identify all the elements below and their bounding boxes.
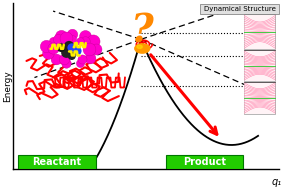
Point: [59, 35, 63, 38]
Circle shape: [137, 45, 142, 48]
Point: [83, 40, 87, 43]
Point: [70, 54, 74, 57]
Point: [93, 48, 98, 51]
Point: [59, 46, 63, 49]
Point: [70, 38, 74, 41]
Point: [75, 50, 79, 53]
Bar: [244, 50, 275, 81]
Point: [87, 48, 91, 51]
Point: [62, 58, 66, 61]
Point: [78, 40, 82, 43]
Y-axis label: Energy: Energy: [3, 70, 12, 102]
Point: [64, 51, 69, 54]
Bar: [244, 82, 275, 114]
Point: [64, 62, 69, 65]
Point: [91, 40, 95, 43]
Point: [70, 33, 74, 36]
Bar: [244, 82, 275, 114]
Point: [46, 51, 50, 54]
Bar: [244, 14, 275, 49]
Text: Product: Product: [183, 157, 226, 167]
Text: q₁: q₁: [272, 177, 282, 187]
Point: [70, 46, 74, 49]
Point: [44, 44, 49, 47]
Point: [80, 58, 85, 61]
Text: ?: ?: [131, 12, 154, 50]
Bar: [244, 14, 275, 49]
Point: [51, 46, 55, 49]
Point: [88, 56, 93, 59]
Point: [54, 58, 58, 61]
Point: [56, 38, 61, 41]
Point: [64, 36, 69, 39]
Point: [51, 40, 55, 43]
Text: Dynamical Structure: Dynamical Structure: [203, 6, 275, 12]
Bar: [244, 50, 275, 81]
Text: Reactant: Reactant: [32, 157, 82, 167]
FancyBboxPatch shape: [19, 155, 96, 169]
Point: [67, 44, 71, 47]
FancyBboxPatch shape: [200, 4, 279, 14]
FancyBboxPatch shape: [166, 155, 243, 169]
Point: [83, 35, 87, 38]
Point: [78, 61, 82, 64]
Circle shape: [135, 44, 150, 53]
